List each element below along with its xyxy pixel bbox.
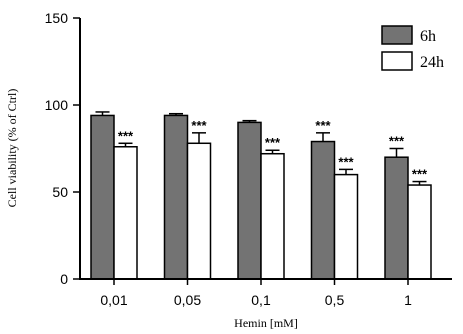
x-tick-label-2: 0,05 [174, 292, 201, 308]
significance-6h-4: *** [315, 118, 331, 133]
significance-24h-1: *** [118, 128, 134, 143]
y-tick-label-50: 50 [52, 184, 68, 200]
x-tick-label-1: 0,01 [100, 292, 127, 308]
y-axis-ticks: 0 50 100 150 [45, 10, 80, 287]
x-axis-title: Hemin [mM] [234, 316, 298, 330]
significance-layer: *** *** *** *** *** *** *** [118, 118, 428, 182]
significance-24h-3: *** [265, 135, 281, 150]
y-tick-label-0: 0 [60, 271, 68, 287]
legend: 6h 24h [381, 25, 444, 71]
bar-6h-1 [90, 114, 115, 280]
error-bars-layer [95, 111, 427, 186]
y-tick-label-150: 150 [45, 10, 69, 26]
bar-24h-4 [333, 173, 359, 280]
bar-6h-4 [310, 140, 336, 280]
x-axis-ticks: 0,01 0,05 0,1 0,5 1 [100, 279, 412, 308]
significance-24h-2: *** [191, 118, 207, 133]
bar-24h-5 [407, 184, 432, 280]
y-tick-label-100: 100 [45, 97, 69, 113]
bar-24h-1 [113, 146, 138, 280]
x-tick-label-3: 0,1 [251, 292, 271, 308]
bar-6h-5 [384, 156, 409, 280]
y-axis-title: Cell viability (% of Ctrl) [5, 89, 19, 208]
bar-24h-2 [186, 142, 212, 280]
significance-24h-4: *** [338, 154, 354, 169]
significance-6h-5: *** [389, 134, 405, 149]
x-tick-label-4: 0,5 [325, 292, 345, 308]
bar-24h-3 [260, 152, 285, 280]
significance-24h-5: *** [412, 167, 428, 182]
legend-label-24h: 24h [420, 54, 444, 71]
legend-label-6h: 6h [420, 28, 436, 45]
x-tick-label-5: 1 [404, 292, 412, 308]
bar-6h-2 [163, 114, 189, 280]
legend-swatch-6h [381, 25, 413, 45]
bar-6h-3 [237, 121, 262, 280]
legend-swatch-24h [381, 51, 413, 71]
bars-layer [90, 114, 432, 280]
